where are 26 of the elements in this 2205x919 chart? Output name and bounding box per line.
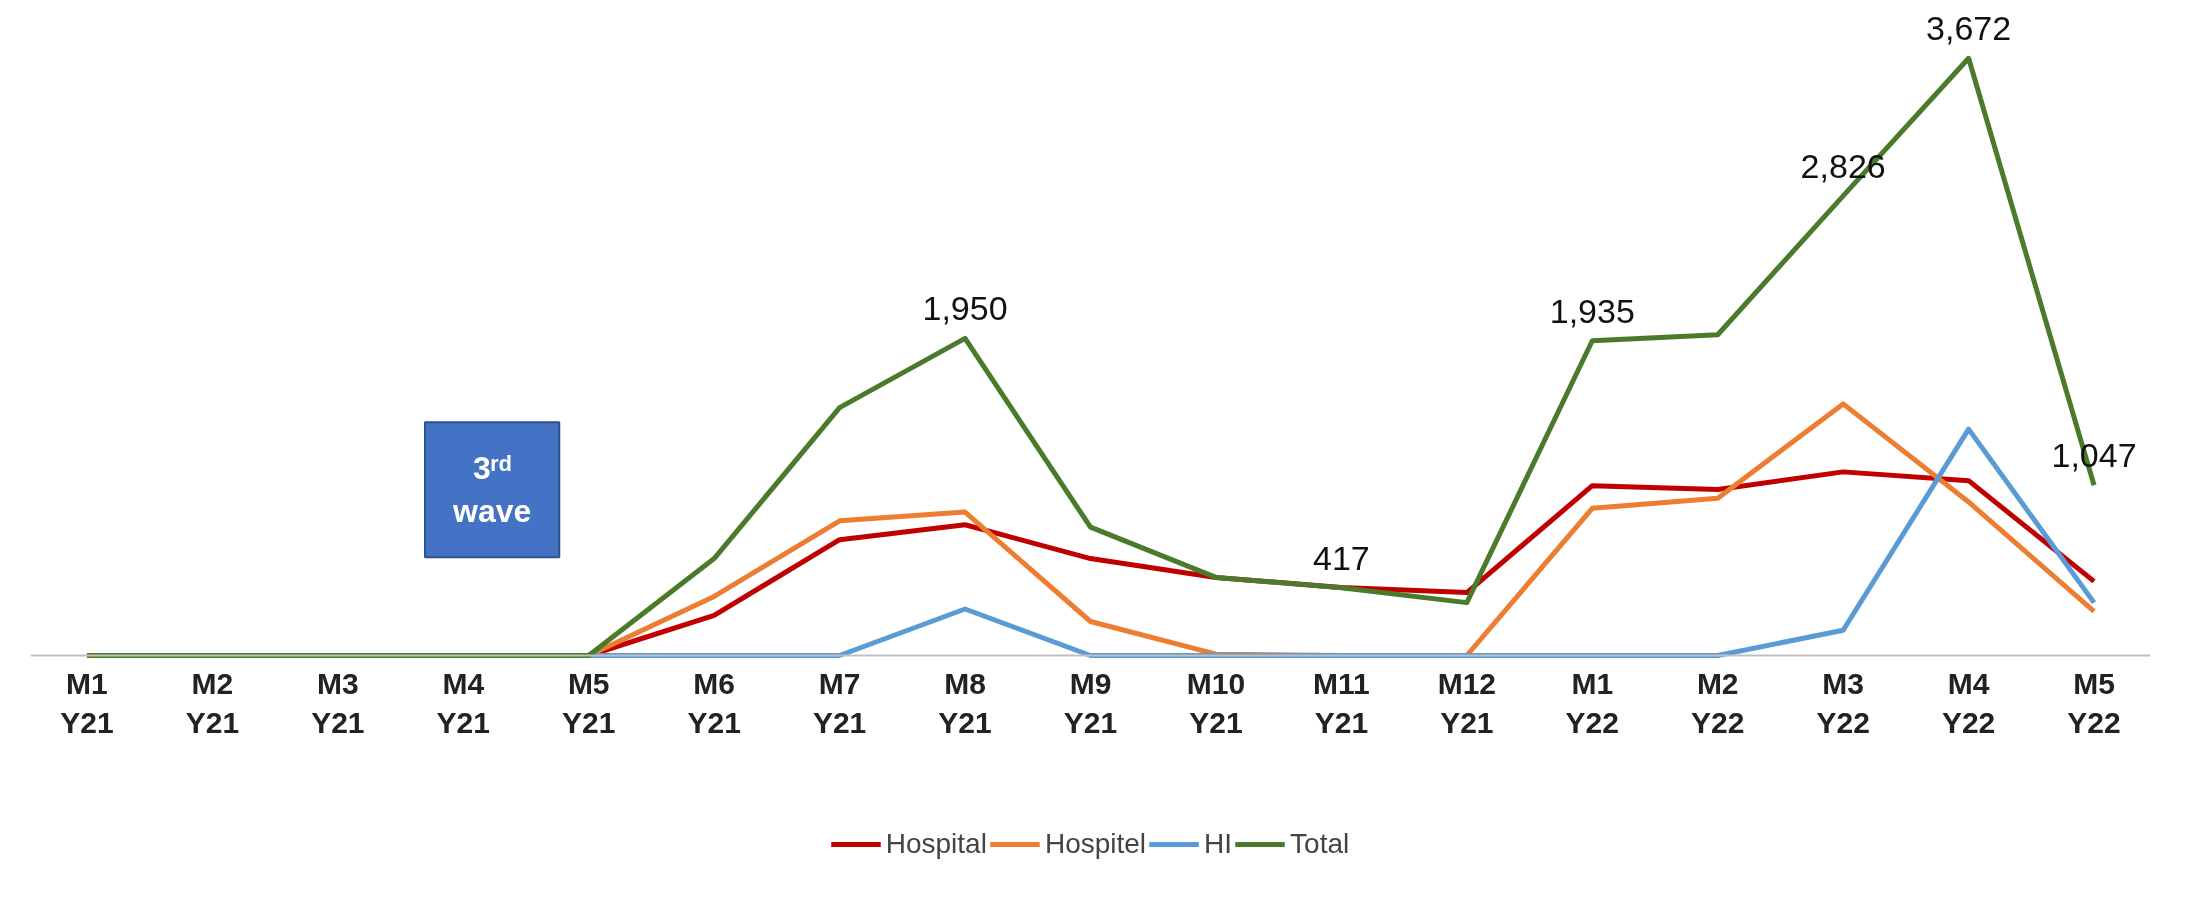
annotation: 3ʳᵈ wave [451, 450, 532, 530]
legend-label: HI [1204, 828, 1233, 860]
data-label: 3,672 [1926, 9, 2012, 48]
x-tick-label: M8 Y21 [938, 666, 992, 740]
x-tick-label: M1 Y21 [60, 666, 114, 740]
x-tick-label: M2 Y21 [185, 666, 240, 740]
x-tick-label: M2 Y22 [1691, 666, 1745, 740]
x-tick-label: M3 Y22 [1816, 666, 1870, 740]
x-tick-label: M7 Y21 [812, 666, 867, 740]
data-label: 1,950 [922, 289, 1008, 328]
x-tick-label: M11 Y21 [1313, 666, 1370, 740]
x-tick-label: M12 Y21 [1437, 666, 1497, 740]
x-tick-label: M6 Y21 [687, 666, 741, 740]
data-label: 417 [1313, 538, 1370, 577]
data-label: 1,935 [1549, 291, 1635, 330]
x-tick-label: M1 Y22 [1565, 666, 1619, 740]
x-tick-label: M10 Y21 [1186, 666, 1246, 740]
legend-label: Hospital [885, 828, 987, 860]
x-tick-label: M4 Y22 [1941, 666, 1996, 740]
x-tick-label: M9 Y21 [1063, 666, 1118, 740]
x-tick-label: M5 Y21 [562, 666, 616, 740]
legend-label: Hospitel [1044, 828, 1147, 860]
legend-label: Total [1290, 828, 1350, 860]
x-tick-label: M3 Y21 [311, 666, 365, 740]
x-tick-label: M5 Y22 [2067, 666, 2121, 740]
x-tick-label: M4 Y21 [436, 666, 490, 740]
